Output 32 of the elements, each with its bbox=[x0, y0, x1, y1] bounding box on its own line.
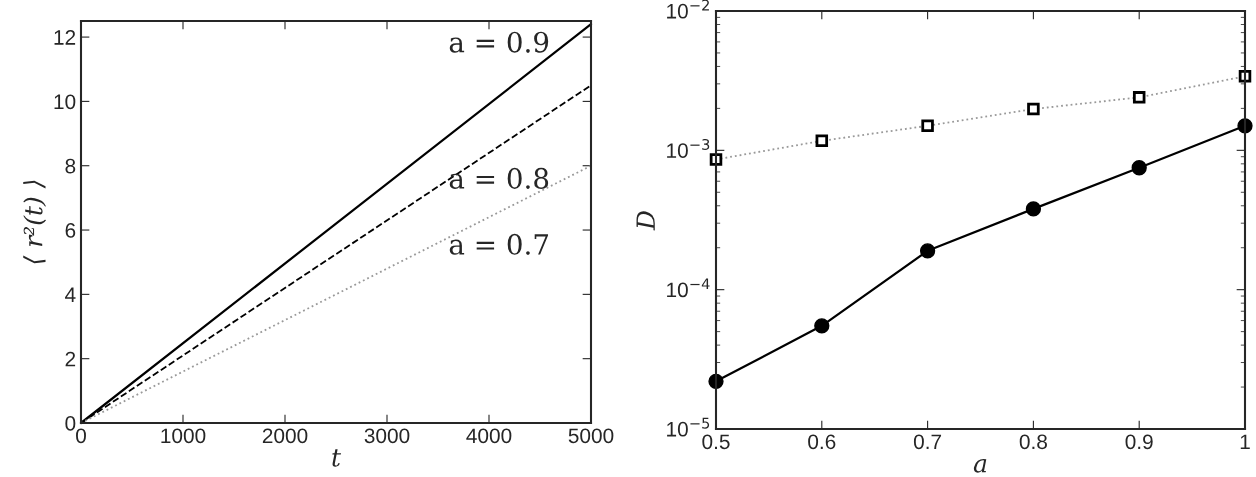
x-tick-label: 1000 bbox=[161, 428, 206, 444]
y-tick-label: 10$^{−4}$ bbox=[667, 278, 710, 298]
x-tick-label: 5000 bbox=[568, 428, 614, 444]
y-tick-label: 6 bbox=[65, 223, 76, 238]
series-label: a = 0.7 bbox=[449, 233, 549, 255]
x-axis-title: a bbox=[973, 458, 987, 473]
y-tick-label: 2 bbox=[65, 351, 76, 367]
x-tick-label: 0.8 bbox=[1019, 434, 1047, 450]
y-tick-label: 4 bbox=[65, 287, 76, 302]
y-tick-label: 12 bbox=[54, 30, 76, 45]
point bbox=[1131, 160, 1147, 176]
x-tick-label: 0.7 bbox=[913, 434, 942, 450]
y-tick-label: 10 bbox=[54, 94, 76, 110]
y-axis-title: ⟨ r²(t) ⟩ bbox=[23, 180, 47, 264]
x-tick-label: 0 bbox=[76, 428, 86, 444]
x-tick-label: 3000 bbox=[364, 428, 410, 444]
series-label: a = 0.8 bbox=[449, 167, 549, 189]
point bbox=[1025, 201, 1042, 217]
y-tick-label: 10$^{−2}$ bbox=[667, 0, 709, 19]
y-tick-label: 0 bbox=[65, 416, 76, 431]
x-tick-label: 4000 bbox=[466, 428, 512, 444]
x-tick-label: 1 bbox=[1240, 434, 1250, 449]
y-tick-label: 8 bbox=[65, 158, 76, 174]
x-tick-label: 2000 bbox=[262, 428, 308, 444]
x-tick-label: 0.9 bbox=[1125, 434, 1153, 450]
y-axis-title: D bbox=[636, 211, 655, 231]
point bbox=[919, 243, 936, 259]
x-tick-label: 0.6 bbox=[808, 434, 836, 450]
x-axis-title: t bbox=[332, 449, 342, 467]
y-tick-label: 10$^{−3}$ bbox=[667, 138, 710, 158]
point bbox=[814, 318, 830, 334]
series-label: a = 0.9 bbox=[449, 31, 549, 53]
